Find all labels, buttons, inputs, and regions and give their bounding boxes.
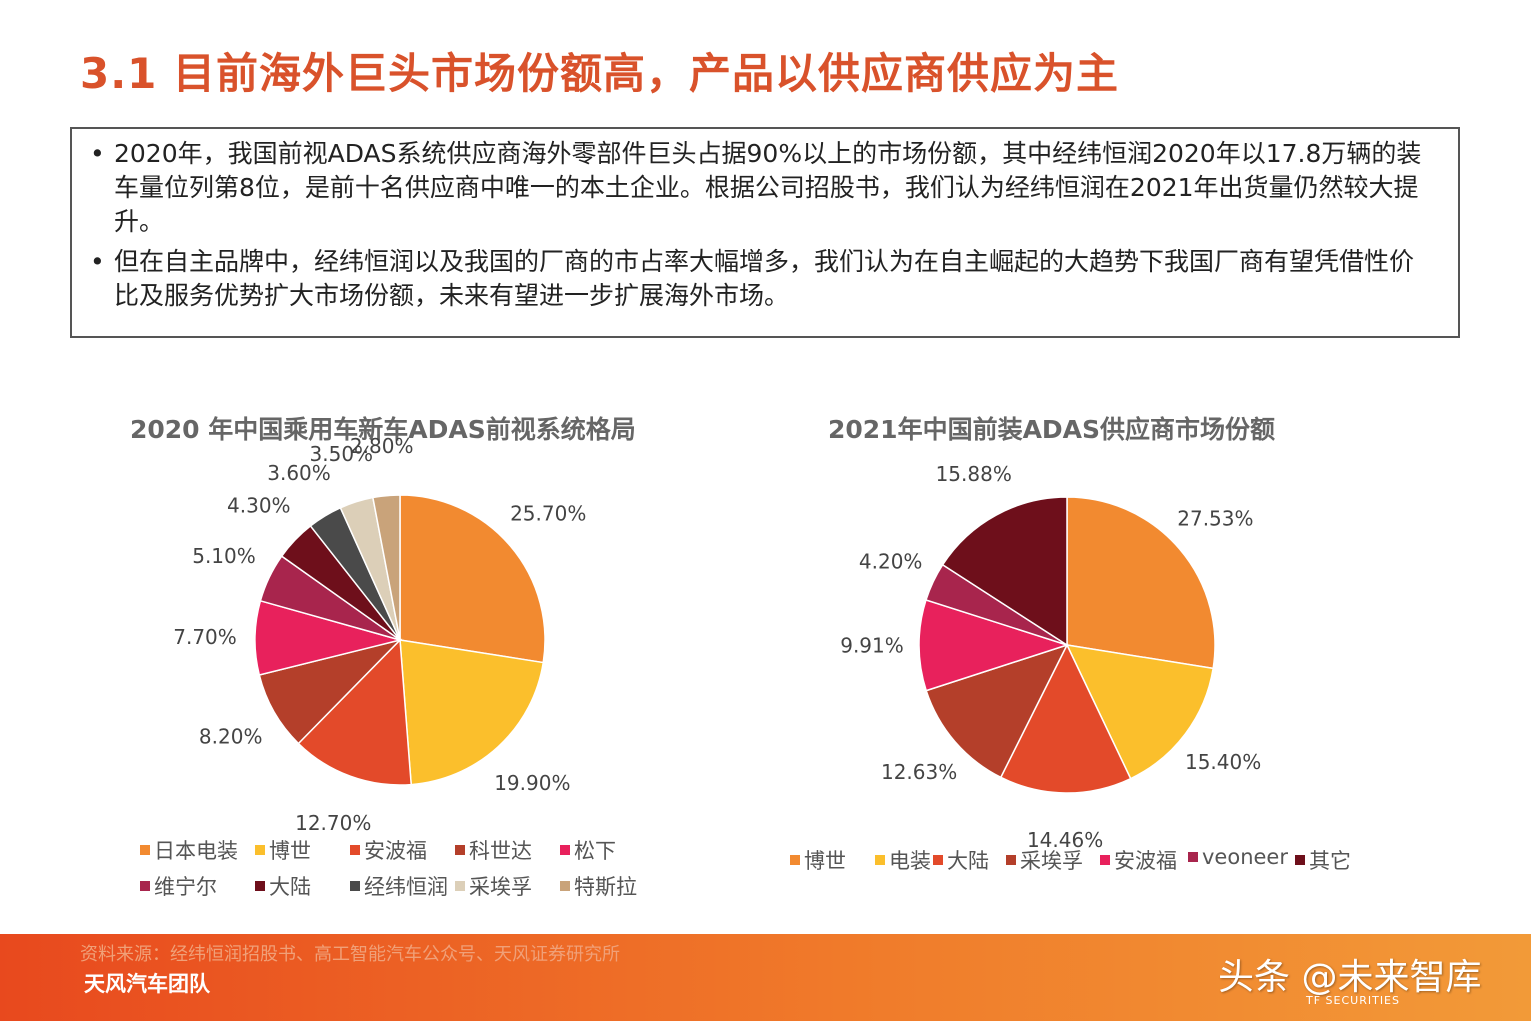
legend-label: veoneer xyxy=(1202,845,1288,869)
legend-item: 采埃孚 xyxy=(455,871,532,901)
legend-item: 大陆 xyxy=(255,871,311,901)
page-title: 3.1 目前海外巨头市场份额高，产品以供应商供应为主 xyxy=(80,49,1120,98)
pie-data-label: 2.80% xyxy=(350,434,414,458)
legend-item: 博世 xyxy=(790,845,846,875)
legend-item: 经纬恒润 xyxy=(350,871,448,901)
legend-label: 安波福 xyxy=(364,839,427,863)
legend-swatch xyxy=(455,881,465,891)
chart-2-title: 2021年中国前装ADAS供应商市场份额 xyxy=(828,415,1276,444)
legend-item: 博世 xyxy=(255,835,311,865)
legend-swatch xyxy=(1188,852,1198,862)
legend-swatch xyxy=(455,845,465,855)
legend-label: 日本电装 xyxy=(154,839,238,863)
pie-data-label: 7.70% xyxy=(173,625,237,649)
legend-item: 其它 xyxy=(1295,845,1351,875)
pie-data-label: 3.50% xyxy=(310,442,374,466)
legend-label: 采埃孚 xyxy=(469,875,532,899)
legend-item: 采埃孚 xyxy=(1006,845,1083,875)
pie-data-label: 14.46% xyxy=(1027,828,1103,852)
legend-swatch xyxy=(1006,855,1016,865)
pie-slice-特斯拉 xyxy=(372,494,401,641)
legend-item: 日本电装 xyxy=(140,835,238,865)
chart-1-legend: 日本电装 博世 安波福 科世达 松下维宁尔 大陆 经纬恒润 采埃孚 特斯拉 xyxy=(140,835,700,905)
bullet-2-text: 但在自主品牌中，经纬恒润以及我国的厂商的市占率大幅增多，我们认为在自主崛起的大趋… xyxy=(114,247,1415,310)
legend-swatch xyxy=(1295,855,1305,865)
legend-swatch xyxy=(933,855,943,865)
legend-label: 维宁尔 xyxy=(154,875,217,899)
source-note: 资料来源：经纬恒润招股书、高工智能汽车公众号、天风证券研究所 xyxy=(80,944,620,965)
pie-data-label: 8.20% xyxy=(199,725,263,749)
pie-slice-其它 xyxy=(941,496,1068,647)
bullet-1-text: 2020年，我国前视ADAS系统供应商海外零部件巨头占据90%以上的市场份额，其… xyxy=(114,139,1422,236)
legend-swatch xyxy=(560,881,570,891)
legend-item: veoneer xyxy=(1188,845,1288,869)
pie-data-label: 15.88% xyxy=(936,462,1012,486)
legend-label: 安波福 xyxy=(1114,849,1177,873)
legend-label: 采埃孚 xyxy=(1020,849,1083,873)
watermark: 头条 @未来智库 xyxy=(1218,957,1482,998)
footer-bar: 资料来源：经纬恒润招股书、高工智能汽车公众号、天风证券研究所 天风汽车团队 头条… xyxy=(0,934,1531,1021)
legend-item: 科世达 xyxy=(455,835,532,865)
summary-box: • 2020年，我国前视ADAS系统供应商海外零部件巨头占据90%以上的市场份额… xyxy=(70,127,1460,338)
legend-label: 科世达 xyxy=(469,839,532,863)
legend-label: 博世 xyxy=(804,849,846,873)
pie-data-label: 12.70% xyxy=(295,811,371,835)
chart-1-pie: 25.70% 19.90% 12.70% 8.20% 7.70% 5.10% 4.30% 3.… xyxy=(173,434,586,835)
legend-swatch xyxy=(255,881,265,891)
legend-label: 特斯拉 xyxy=(574,875,637,899)
pie-slice-电装 xyxy=(1065,644,1214,780)
legend-label: 电装 xyxy=(889,849,931,873)
pie-slice-采埃孚 xyxy=(925,643,1069,779)
legend-label: 其它 xyxy=(1309,849,1351,873)
pie-slice-博世 xyxy=(399,639,545,786)
pie-slice-日本电装 xyxy=(399,494,546,664)
pie-data-label: 4.30% xyxy=(227,494,291,518)
pie-slice-安波福 xyxy=(918,599,1070,692)
pie-data-label: 25.70% xyxy=(510,501,586,525)
bullet-1: • 2020年，我国前视ADAS系统供应商海外零部件巨头占据90%以上的市场份额… xyxy=(86,137,1438,239)
bullet-2: • 但在自主品牌中，经纬恒润以及我国的厂商的市占率大幅增多，我们认为在自主崛起的… xyxy=(86,245,1438,313)
pie-data-label: 5.10% xyxy=(192,544,256,568)
bullet-dot: • xyxy=(90,247,105,276)
legend-swatch xyxy=(875,855,885,865)
legend-swatch xyxy=(790,855,800,865)
legend-swatch xyxy=(255,845,265,855)
pie-data-label: 9.91% xyxy=(840,633,904,657)
legend-label: 博世 xyxy=(269,839,311,863)
legend-label: 大陆 xyxy=(947,849,989,873)
legend-item: 松下 xyxy=(560,835,616,865)
legend-item: 安波福 xyxy=(1100,845,1177,875)
bullet-dot: • xyxy=(90,139,105,168)
legend-swatch xyxy=(1100,855,1110,865)
company-logo-text: TF SECURITIES xyxy=(1306,994,1400,1007)
pie-slice-安波福 xyxy=(297,638,412,786)
chart-1-title: 2020 年中国乘用车新车ADAS前视系统格局 xyxy=(130,415,636,444)
legend-label: 大陆 xyxy=(269,875,311,899)
legend-item: 特斯拉 xyxy=(560,871,637,901)
legend-item: 维宁尔 xyxy=(140,871,217,901)
legend-label: 经纬恒润 xyxy=(364,875,448,899)
legend-swatch xyxy=(350,881,360,891)
legend-swatch xyxy=(140,845,150,855)
pie-data-label: 3.60% xyxy=(267,461,331,485)
chart-2-pie: 27.53% 15.40% 14.46% 12.63% 9.91% 4.20% 15.88% xyxy=(840,462,1261,852)
team-name: 天风汽车团队 xyxy=(84,972,210,996)
legend-label: 松下 xyxy=(574,839,616,863)
pie-data-label: 4.20% xyxy=(859,550,923,574)
legend-swatch xyxy=(140,881,150,891)
legend-item: 大陆 xyxy=(933,845,989,875)
pie-data-label: 12.63% xyxy=(881,760,957,784)
pie-data-label: 19.90% xyxy=(494,771,570,795)
legend-item: 电装 xyxy=(875,845,931,875)
pie-slice-大陆 xyxy=(999,643,1132,794)
legend-swatch xyxy=(560,845,570,855)
legend-item: 安波福 xyxy=(350,835,427,865)
pie-data-label: 15.40% xyxy=(1185,750,1261,774)
chart-2-legend: 博世 电装 大陆 采埃孚 安波福 veoneer 其它 xyxy=(790,845,1390,875)
pie-data-label: 27.53% xyxy=(1177,506,1253,530)
pie-slice-博世 xyxy=(1066,496,1216,670)
legend-swatch xyxy=(350,845,360,855)
